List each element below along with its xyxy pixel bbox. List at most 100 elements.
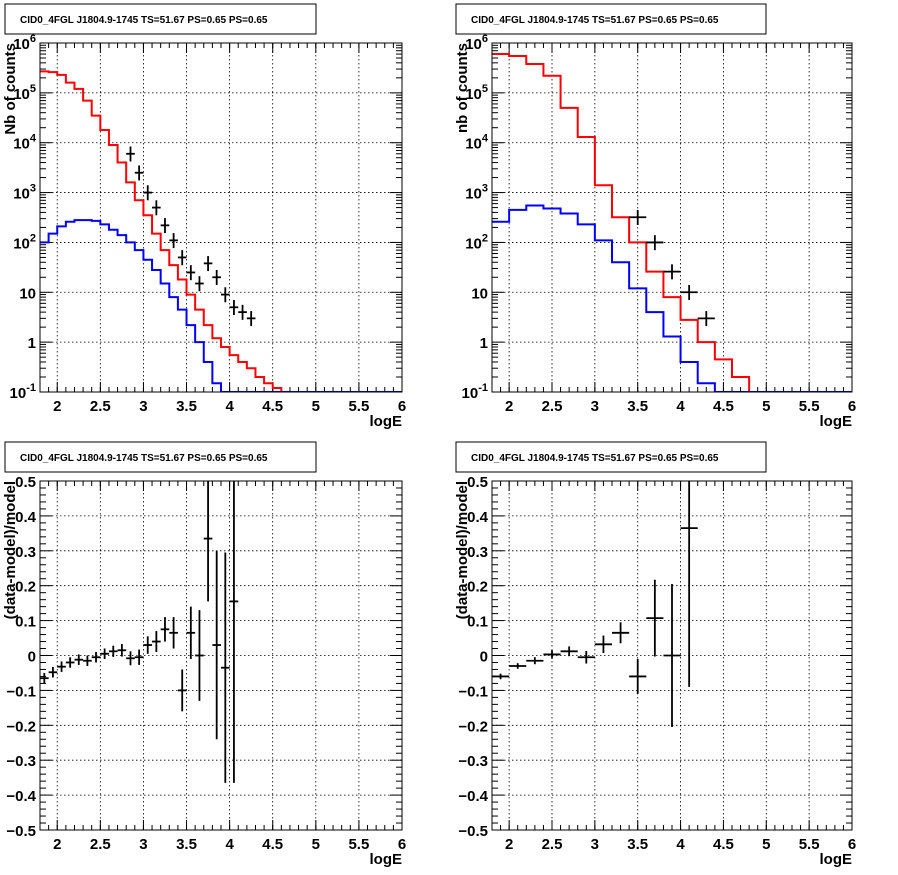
x-tick-label: 2.5 (542, 836, 563, 853)
x-tick-label: 4.5 (262, 398, 283, 415)
x-tick-label: 2 (505, 836, 513, 853)
y-tick-label: 0.5 (15, 474, 36, 491)
plot-frame (39, 42, 403, 393)
x-tick-label: 3.5 (176, 836, 197, 853)
y-tick-label: 0.3 (467, 544, 488, 561)
plot-title: CID0_4FGL J1804.9-1745 TS=51.67 PS=0.65 … (20, 453, 268, 464)
y-tick-label: 0.2 (467, 579, 488, 596)
y-tick-label: −0.4 (6, 788, 36, 805)
x-tick-label: 3.5 (627, 836, 648, 853)
y-tick-label: −0.3 (6, 753, 36, 770)
plot-area (40, 70, 402, 392)
x-tick-label: 6 (848, 836, 856, 853)
title-box (4, 3, 317, 35)
y-tick-label: −0.3 (458, 753, 488, 770)
histogram-series-0 (492, 53, 852, 392)
plot-title: CID0_4FGL J1804.9-1745 TS=51.67 PS=0.65 … (471, 453, 719, 464)
x-tick-label: 3 (591, 836, 599, 853)
x-tick-label: 2 (53, 398, 61, 415)
plot-frame (491, 480, 853, 831)
histogram-series-1 (40, 219, 402, 392)
y-tick-label: 1 (28, 335, 36, 352)
y-axis-label: (data-model)/model (454, 481, 471, 619)
y-tick-label: 0.4 (15, 509, 37, 526)
x-tick-label: 2 (53, 836, 61, 853)
x-tick-label: 3.5 (627, 398, 648, 415)
x-tick-label: 6 (398, 398, 406, 415)
y-axis-label: nb of counts (454, 43, 471, 133)
title-box (4, 441, 317, 473)
x-tick-label: 6 (848, 398, 856, 415)
y-axis-label: (data-model)/model (2, 481, 19, 619)
x-tick-label: 5.5 (799, 398, 820, 415)
x-tick-label: 5.5 (348, 398, 369, 415)
y-tick-label: 104 (465, 133, 489, 153)
x-tick-label: 4.5 (713, 836, 734, 853)
x-tick-label: 5 (312, 398, 320, 415)
y-tick-label: 102 (465, 232, 488, 252)
y-tick-label: 105 (13, 83, 36, 103)
x-axis-label: logE (370, 413, 403, 430)
y-tick-label: 10-1 (462, 382, 488, 402)
plot-frame (39, 480, 403, 831)
x-tick-label: 6 (398, 836, 406, 853)
x-tick-label: 3 (591, 398, 599, 415)
x-tick-label: 4 (225, 398, 234, 415)
y-tick-label: 104 (13, 133, 37, 153)
plot-area (492, 481, 698, 728)
y-tick-label: 0 (28, 649, 36, 666)
x-tick-label: 2.5 (90, 836, 111, 853)
x-tick-label: 4 (225, 836, 234, 853)
y-tick-label: 103 (13, 183, 36, 203)
panel-bottom-right: CID0_4FGL J1804.9-1745 TS=51.67 PS=0.65 … (454, 441, 856, 868)
x-tick-label: 2 (505, 398, 513, 415)
y-tick-label: 102 (13, 232, 36, 252)
y-tick-label: −0.5 (6, 823, 36, 840)
x-tick-label: 3 (139, 398, 147, 415)
y-tick-label: −0.2 (458, 718, 488, 735)
plot-area (40, 481, 239, 783)
panel-top-right: CID0_4FGL J1804.9-1745 TS=51.67 PS=0.65 … (454, 3, 856, 430)
y-tick-label: 1 (480, 335, 488, 352)
y-tick-label: −0.5 (458, 823, 488, 840)
y-tick-label: 0.2 (15, 579, 36, 596)
y-tick-label: 10 (19, 285, 36, 302)
y-tick-label: 105 (465, 83, 488, 103)
histogram-series-0 (40, 70, 402, 392)
plot-area (492, 53, 852, 392)
y-tick-label: 0.1 (15, 614, 36, 631)
y-tick-label: −0.1 (6, 683, 36, 700)
x-tick-label: 3 (139, 836, 147, 853)
plot-frame (491, 42, 853, 393)
title-box (455, 441, 767, 473)
x-axis-label: logE (820, 851, 853, 868)
y-axis-label: Nb of counts (2, 43, 19, 135)
panel-top-left: CID0_4FGL J1804.9-1745 TS=51.67 PS=0.65 … (2, 3, 406, 430)
x-tick-label: 4.5 (713, 398, 734, 415)
plot-title: CID0_4FGL J1804.9-1745 TS=51.67 PS=0.65 … (471, 15, 719, 26)
title-box (455, 3, 767, 35)
x-tick-label: 5 (312, 836, 320, 853)
x-tick-label: 4.5 (262, 836, 283, 853)
plot-title: CID0_4FGL J1804.9-1745 TS=51.67 PS=0.65 … (20, 15, 268, 26)
x-tick-label: 5 (762, 398, 770, 415)
x-tick-label: 5.5 (799, 836, 820, 853)
y-tick-label: 10-1 (10, 382, 36, 402)
y-tick-label: −0.4 (458, 788, 488, 805)
y-tick-label: 0.1 (467, 614, 488, 631)
x-tick-label: 3.5 (176, 398, 197, 415)
histogram-series-1 (492, 204, 852, 392)
panel-bottom-left: CID0_4FGL J1804.9-1745 TS=51.67 PS=0.65 … (2, 441, 406, 868)
x-tick-label: 2.5 (542, 398, 563, 415)
y-tick-label: −0.2 (6, 718, 36, 735)
y-tick-label: −0.1 (458, 683, 488, 700)
y-tick-label: 106 (13, 33, 36, 53)
y-tick-label: 106 (465, 33, 488, 53)
x-tick-label: 2.5 (90, 398, 111, 415)
y-tick-label: 0.3 (15, 544, 36, 561)
x-tick-label: 4 (676, 398, 685, 415)
x-tick-label: 4 (676, 836, 685, 853)
y-tick-label: 0 (480, 649, 488, 666)
x-tick-label: 5 (762, 836, 770, 853)
